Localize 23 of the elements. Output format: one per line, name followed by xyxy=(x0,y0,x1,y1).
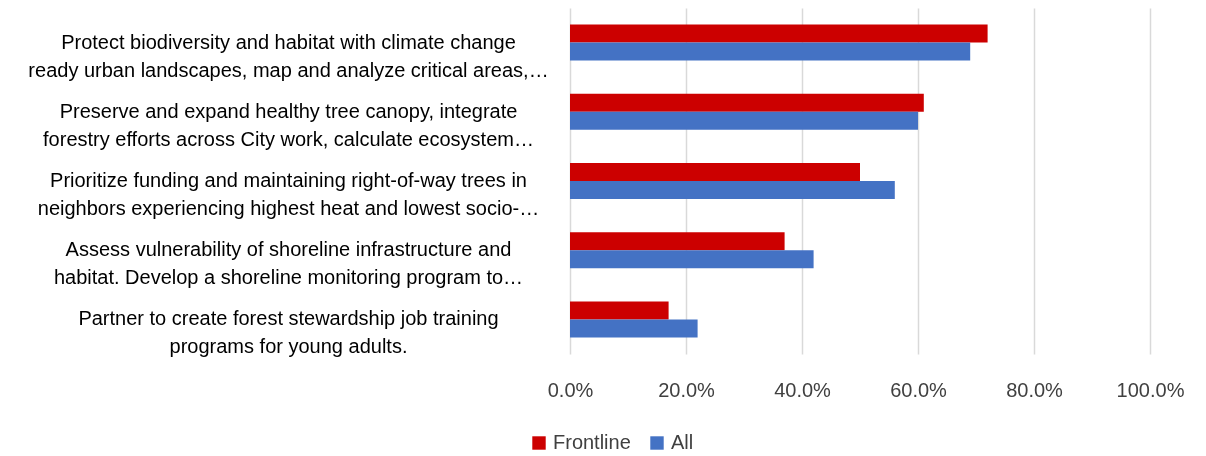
x-tick-label: 20.0% xyxy=(658,378,716,401)
y-tick-label: Prioritize funding and maintaining right-of-way trees in neighbors experiencing highest heat and lowest socio-… xyxy=(37,169,540,219)
y-tick-label: Assess vulnerability of shoreline infrastructure and habitat. Develop a shoreline monitoring program to… xyxy=(53,238,524,289)
x-tick-label: 100.0% xyxy=(1116,378,1185,401)
y-tick-label: Preserve and expand healthy tree canopy, integrate forestry efforts across City work, calculate ecosystem… xyxy=(43,99,534,150)
bar xyxy=(570,111,918,130)
y-tick-label: Protect biodiversity and habitat with climate change ready urban landscapes, map and analyze critical areas,… xyxy=(28,30,549,81)
x-tick-label: 40.0% xyxy=(774,378,832,401)
bar xyxy=(570,24,988,43)
y-tick-label: Partner to create forest stewardship job training programs for young adults. xyxy=(78,307,499,358)
x-tick-label: 60.0% xyxy=(890,378,948,401)
x-tick-label: 0.0% xyxy=(547,378,594,401)
bar xyxy=(570,319,698,338)
legend-label: All xyxy=(671,431,694,453)
bar xyxy=(570,250,814,269)
legend-label: Frontline xyxy=(553,431,631,453)
bar xyxy=(570,93,924,112)
x-tick-label: 80.0% xyxy=(1006,378,1064,401)
bar xyxy=(570,163,860,181)
bar xyxy=(570,181,895,199)
bar xyxy=(570,232,785,251)
bar xyxy=(570,42,971,61)
bar xyxy=(570,301,669,320)
